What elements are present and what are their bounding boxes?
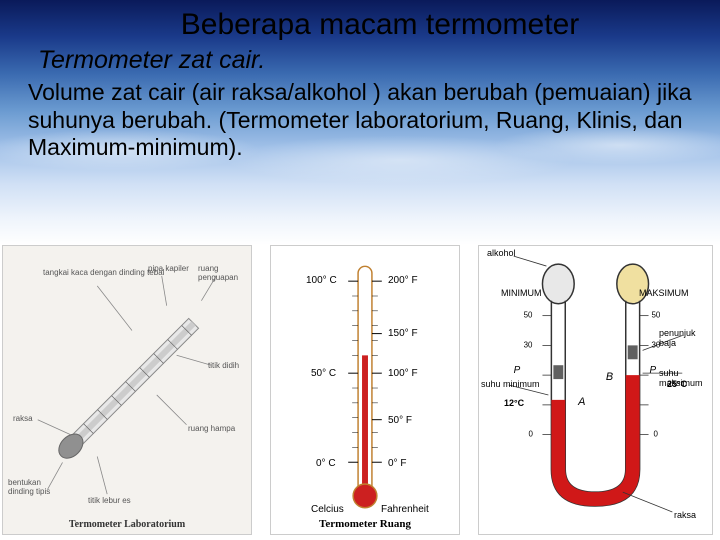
tick-c-0: 0° C	[316, 458, 336, 469]
unit-fahrenheit: Fahrenheit	[381, 504, 429, 515]
figure-room-thermometer: 100° C 200° F 150° F 50° C 100° F 50° F …	[270, 245, 460, 535]
figures-row: tangkai kaca dengan dinding tebal pipa k…	[0, 245, 720, 540]
label-raksa-3: raksa	[674, 510, 696, 520]
label-ruang-penguapan: ruang penguapan	[198, 264, 251, 282]
label-penunjuk: penunjuk baja	[659, 328, 712, 348]
figure-minmax-thermometer: A B P P 50 30 0 50 30 0 alkohol MINIMUM …	[478, 245, 713, 535]
svg-text:P: P	[514, 365, 521, 376]
tick-f-100: 100° F	[388, 368, 418, 379]
label-dinding-tipis: bentukan dinding tipis	[8, 478, 68, 496]
svg-text:0: 0	[654, 430, 659, 439]
svg-text:A: A	[577, 396, 585, 408]
svg-text:50: 50	[652, 311, 661, 320]
svg-text:50: 50	[524, 311, 533, 320]
tick-f-50: 50° F	[388, 415, 412, 426]
label-tmax: 25°C	[667, 379, 687, 389]
label-tangkai: tangkai kaca dengan dinding tebal	[43, 268, 164, 277]
label-pipa: pipa kapiler	[148, 264, 189, 273]
caption-lab: Termometer Laboratorium	[3, 519, 251, 530]
unit-celcius: Celcius	[311, 504, 344, 515]
svg-text:B: B	[606, 371, 613, 383]
label-titik-didih: titik didih	[208, 361, 239, 370]
label-raksa: raksa	[13, 414, 33, 423]
subtitle: Termometer zat cair.	[28, 46, 692, 75]
svg-text:30: 30	[524, 340, 533, 349]
label-tmin: 12°C	[504, 398, 524, 408]
label-alkohol: alkohol	[487, 248, 516, 258]
page-title: Beberapa macam termometer	[68, 8, 692, 42]
text-content: Beberapa macam termometer Termometer zat…	[0, 0, 720, 162]
label-titik-lebur: titik lebur es	[88, 496, 131, 505]
room-thermometer-svg	[271, 246, 459, 534]
figure-lab-thermometer: tangkai kaca dengan dinding tebal pipa k…	[2, 245, 252, 535]
label-minimum: MINIMUM	[501, 288, 542, 298]
svg-text:0: 0	[529, 430, 534, 439]
tick-f-200: 200° F	[388, 275, 418, 286]
tick-f-0: 0° F	[388, 458, 406, 469]
label-maksimum: MAKSIMUM	[639, 288, 689, 298]
label-ruang-hampa: ruang hampa	[188, 424, 235, 433]
tick-c-100: 100° C	[306, 275, 337, 286]
svg-text:P: P	[650, 365, 657, 376]
tick-f-150: 150° F	[388, 328, 418, 339]
label-suhu-min: suhu minimum	[481, 379, 540, 389]
caption-room: Termometer Ruang	[271, 518, 459, 530]
body-paragraph: Volume zat cair (air raksa/alkohol ) aka…	[28, 79, 692, 162]
tick-c-50: 50° C	[311, 368, 336, 379]
